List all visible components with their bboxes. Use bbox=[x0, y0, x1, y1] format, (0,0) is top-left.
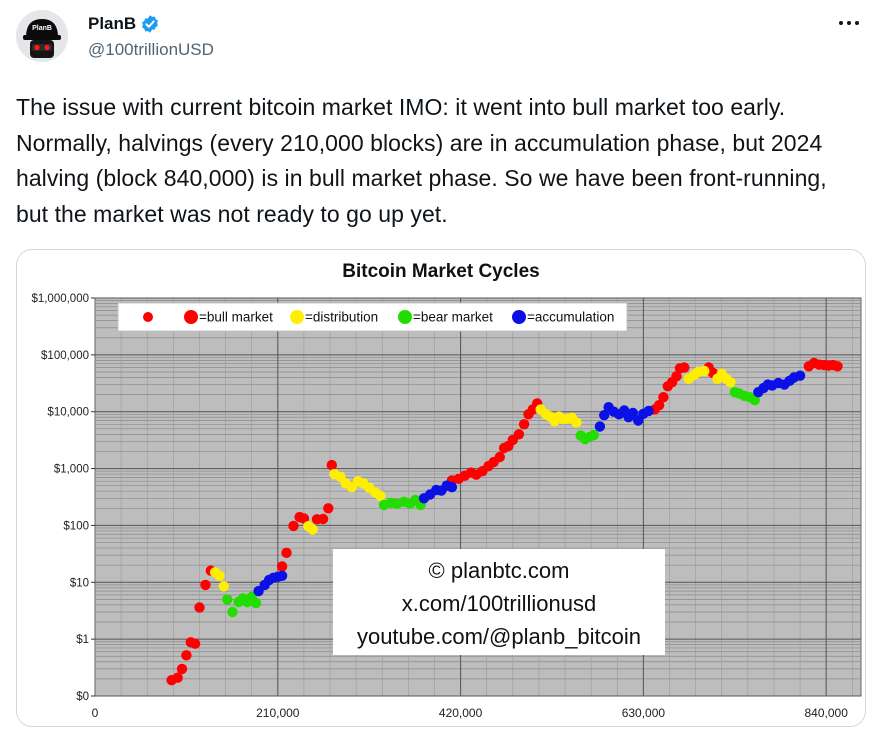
data-point bbox=[250, 597, 262, 609]
data-point bbox=[200, 579, 211, 591]
more-options-icon[interactable] bbox=[832, 12, 866, 34]
legend-box bbox=[117, 302, 628, 332]
data-point bbox=[276, 570, 288, 581]
data-point bbox=[176, 663, 188, 675]
data-point bbox=[326, 459, 337, 471]
data-point bbox=[323, 503, 334, 514]
data-point bbox=[725, 377, 736, 388]
watermark-line: © planbtc.com bbox=[429, 558, 570, 583]
legend-label: =bull market bbox=[199, 310, 273, 325]
watermark-line: x.com/100trillionusd bbox=[402, 591, 596, 616]
data-point bbox=[571, 417, 582, 428]
x-tick-label: 420,000 bbox=[439, 706, 483, 720]
data-point bbox=[643, 405, 654, 417]
tweet-text: The issue with current bitcoin market IM… bbox=[16, 94, 827, 227]
data-point bbox=[594, 421, 606, 432]
data-point bbox=[513, 429, 525, 440]
data-point bbox=[588, 429, 599, 441]
data-point bbox=[189, 638, 201, 649]
data-point bbox=[194, 602, 205, 613]
data-point bbox=[281, 547, 292, 558]
x-tick-label: 210,000 bbox=[256, 706, 300, 720]
data-point bbox=[494, 451, 505, 463]
y-tick-label: $1,000 bbox=[54, 464, 89, 476]
legend-emoji-marker bbox=[290, 310, 304, 324]
x-tick-label: 630,000 bbox=[622, 706, 666, 720]
data-point bbox=[307, 524, 318, 535]
y-tick-label: $10,000 bbox=[47, 407, 89, 419]
avatar-image: PlanB bbox=[16, 10, 68, 62]
svg-text:PlanB: PlanB bbox=[32, 25, 52, 32]
data-point bbox=[599, 410, 610, 421]
watermark-box bbox=[333, 549, 665, 655]
chart-title: Bitcoin Market Cycles bbox=[342, 261, 539, 282]
legend-marker bbox=[143, 312, 153, 322]
data-point bbox=[222, 594, 233, 605]
data-point bbox=[658, 392, 669, 403]
data-point bbox=[699, 365, 710, 377]
data-point bbox=[276, 561, 288, 572]
tweet-header: PlanB PlanB @100trillionUSD bbox=[16, 10, 866, 66]
y-tick-label: $1 bbox=[76, 634, 89, 646]
data-point bbox=[298, 513, 310, 524]
legend-label: =distribution bbox=[305, 310, 378, 325]
legend-label: =accumulation bbox=[527, 310, 614, 325]
data-point bbox=[679, 362, 690, 373]
data-point bbox=[214, 570, 225, 581]
y-tick-label: $100 bbox=[63, 520, 89, 532]
legend-emoji-marker bbox=[398, 310, 412, 324]
data-point bbox=[446, 482, 458, 493]
y-tick-label: $0 bbox=[76, 691, 89, 703]
data-point bbox=[832, 361, 843, 372]
market-cycles-chart: Bitcoin Market Cycles $0 $1 $10 $100 $1,000 $1… bbox=[31, 261, 862, 720]
legend-emoji-marker bbox=[184, 310, 198, 324]
legend-label: =bear market bbox=[413, 310, 493, 325]
data-point bbox=[671, 371, 682, 382]
tweet-media-chart[interactable]: Bitcoin Market Cycles $0 $1 $10 $100 $1,000 $1… bbox=[16, 249, 866, 727]
verified-badge-icon[interactable] bbox=[140, 14, 160, 34]
data-point bbox=[794, 370, 806, 381]
data-point bbox=[653, 400, 665, 411]
data-point bbox=[317, 513, 329, 525]
y-tick-label: $1,000,000 bbox=[31, 293, 89, 305]
display-name[interactable]: PlanB bbox=[88, 14, 137, 33]
legend-emoji-marker bbox=[512, 310, 526, 324]
data-point bbox=[627, 407, 639, 419]
data-point bbox=[749, 394, 760, 406]
y-tick-label: $10 bbox=[70, 577, 89, 589]
data-point bbox=[181, 650, 192, 661]
x-tick-label: 0 bbox=[92, 706, 99, 720]
data-point bbox=[218, 581, 229, 592]
data-point bbox=[288, 520, 299, 532]
data-point bbox=[172, 672, 183, 683]
x-tick-label: 840,000 bbox=[804, 706, 848, 720]
watermark-line: youtube.com/@planb_bitcoin bbox=[357, 624, 641, 649]
data-point bbox=[375, 490, 386, 502]
y-tick-label: $100,000 bbox=[41, 350, 89, 362]
avatar[interactable]: PlanB bbox=[16, 10, 68, 62]
handle[interactable]: @100trillionUSD bbox=[88, 40, 214, 59]
data-point bbox=[227, 606, 238, 618]
data-point bbox=[518, 419, 530, 430]
